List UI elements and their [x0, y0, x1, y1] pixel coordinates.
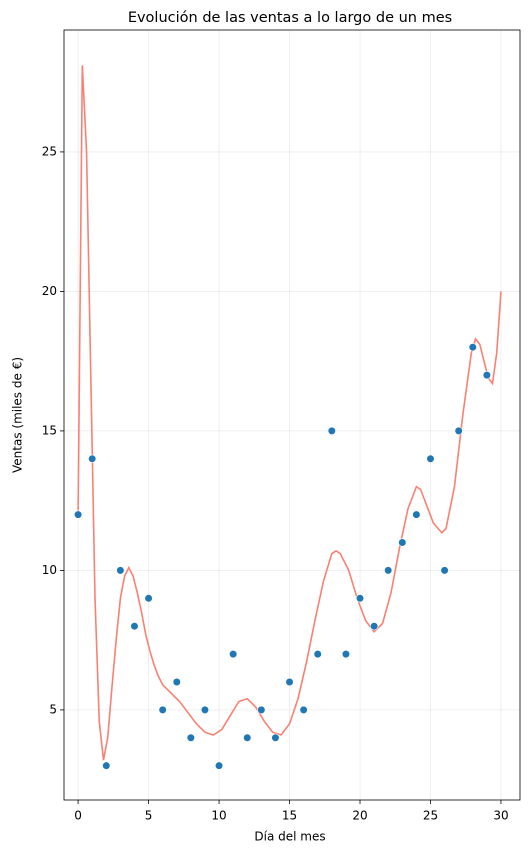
point — [200, 705, 210, 714]
x-tick-label: 15 — [282, 809, 297, 823]
point — [370, 622, 379, 631]
plot-frame — [63, 29, 521, 801]
point — [285, 677, 294, 687]
point — [130, 622, 139, 631]
point — [73, 510, 83, 519]
y-tick-label: 10 — [42, 563, 57, 577]
point — [144, 594, 153, 603]
x-axis-label: Día del mes — [254, 830, 325, 844]
point — [158, 705, 167, 714]
y-tick-label: 25 — [42, 144, 57, 158]
chart-title: Evolución de las ventas a lo largo de un… — [128, 10, 452, 26]
point — [313, 649, 322, 659]
point — [426, 454, 435, 463]
point — [243, 733, 252, 742]
point — [257, 705, 266, 714]
point — [116, 566, 125, 575]
point — [214, 761, 224, 770]
point — [398, 538, 407, 547]
point — [482, 371, 491, 380]
point — [412, 510, 421, 519]
point — [454, 426, 463, 436]
y-tick-label: 5 — [49, 702, 57, 716]
x-tick-label: 0 — [74, 809, 82, 823]
x-tick-label: 20 — [352, 809, 367, 823]
point — [327, 426, 336, 436]
trend-line — [77, 65, 502, 761]
y-tick-label: 20 — [42, 284, 57, 298]
point — [384, 566, 393, 575]
x-tick-label: 10 — [211, 809, 226, 823]
point — [299, 705, 308, 714]
y-tick-label: 15 — [42, 423, 57, 437]
point — [341, 649, 351, 659]
point — [172, 677, 181, 687]
point — [440, 566, 449, 575]
point — [88, 454, 97, 463]
point — [229, 649, 238, 659]
point — [468, 343, 477, 352]
x-tick-label: 5 — [145, 809, 153, 823]
y-axis-label: Ventas (miles de €) — [11, 357, 25, 473]
point — [186, 733, 195, 742]
x-tick-label: 30 — [493, 809, 508, 823]
point — [355, 594, 365, 603]
point — [102, 761, 111, 770]
x-tick-label: 25 — [423, 809, 438, 823]
point — [271, 733, 280, 742]
